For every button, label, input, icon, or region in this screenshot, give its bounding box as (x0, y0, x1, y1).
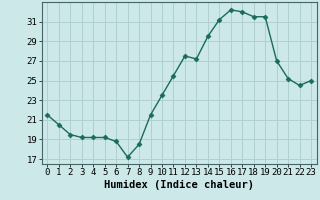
X-axis label: Humidex (Indice chaleur): Humidex (Indice chaleur) (104, 180, 254, 190)
